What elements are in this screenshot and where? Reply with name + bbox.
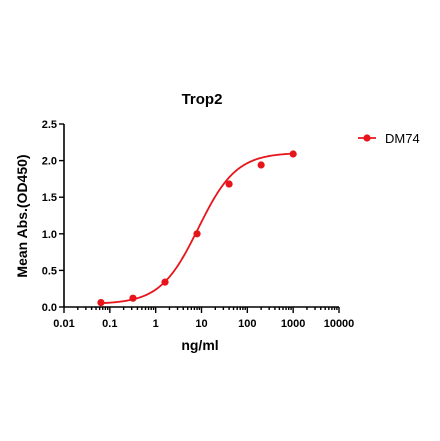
y-tick-label: 0.5 [42,265,57,277]
x-tick-label: 0.1 [102,318,117,330]
x-tick-label: 1 [153,318,159,330]
data-point [289,150,297,158]
x-axis-ticks: 0.01 0.1 1 10 100 1000 10000 [53,307,354,330]
y-axis-ticks: 0.0 0.5 1.0 1.5 2.0 2.5 [42,119,64,314]
y-tick-label: 1.5 [42,192,57,204]
data-point [161,278,169,286]
legend-marker [363,134,371,142]
legend-label: DM74 [385,131,420,146]
y-tick-label: 1.0 [42,229,57,241]
chart-title: Trop2 [182,91,223,108]
data-point [193,230,201,238]
data-point [97,299,105,307]
y-tick-label: 2.5 [42,119,57,131]
x-tick-label: 0.01 [53,318,74,330]
y-axis-title: Mean Abs.(OD450) [14,154,30,277]
data-point [257,161,265,169]
plot-area [97,150,297,307]
x-tick-label: 100 [238,318,256,330]
y-tick-label: 2.0 [42,156,57,168]
data-point [129,294,137,302]
y-tick-label: 0.0 [42,302,57,314]
x-tick-label: 10000 [324,318,355,330]
x-tick-label: 10 [195,318,207,330]
x-tick-label: 1000 [281,318,305,330]
x-axis-title: ng/ml [181,337,218,353]
series-curve-DM74 [100,152,294,305]
legend: DM74 [358,131,420,146]
data-point [225,180,233,188]
